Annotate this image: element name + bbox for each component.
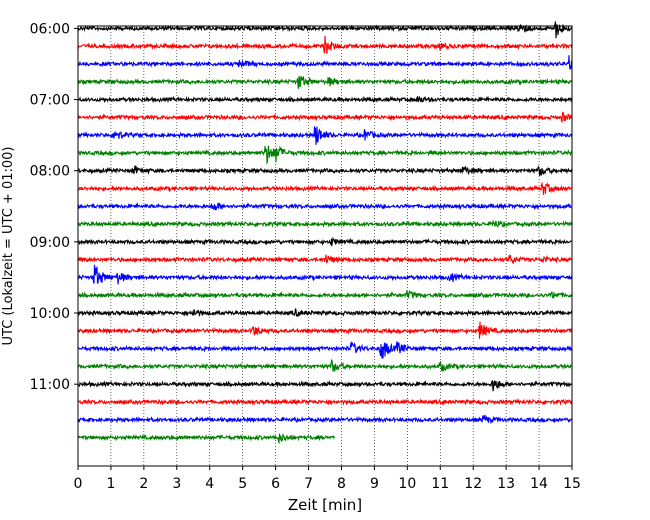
trace-line	[77, 145, 573, 165]
x-tick-label: 5	[238, 476, 247, 492]
trace-line	[77, 55, 573, 70]
x-tick-label: 15	[563, 476, 581, 492]
x-tick-label: 0	[74, 476, 83, 492]
x-tick-label: 2	[139, 476, 148, 492]
trace-line	[77, 165, 573, 176]
traces	[77, 21, 573, 445]
trace-line	[77, 75, 573, 89]
trace-line	[77, 379, 573, 392]
x-tick-label: 7	[304, 476, 313, 492]
x-tick-label: 8	[337, 476, 346, 492]
x-tick-label: 4	[205, 476, 214, 492]
trace-line	[77, 321, 573, 339]
trace-line	[77, 236, 573, 247]
trace-line	[77, 414, 573, 425]
trace-line	[77, 111, 573, 124]
y-tick-label: 11:00	[30, 377, 70, 393]
trace-line	[77, 433, 336, 445]
y-tick-label: 10:00	[30, 306, 70, 322]
y-tick-label: 06:00	[30, 21, 70, 37]
trace-line	[77, 254, 573, 265]
x-tick-label: 1	[106, 476, 115, 492]
y-tick-label: 07:00	[30, 93, 70, 109]
trace-line	[77, 181, 573, 195]
x-tick-label: 9	[370, 476, 379, 492]
trace-line	[77, 202, 573, 211]
y-tick-label: 08:00	[30, 164, 70, 180]
trace-line	[77, 35, 573, 54]
trace-line	[77, 290, 573, 300]
x-tick-label: 14	[530, 476, 548, 492]
trace-line	[77, 21, 573, 39]
trace-line	[77, 264, 573, 285]
x-tick-label: 6	[271, 476, 280, 492]
y-ticks: 06:00 07:00 08:00 09:00 10:00 11:00	[30, 21, 78, 393]
trace-line	[77, 95, 573, 104]
trace-line	[77, 340, 573, 359]
trace-line	[77, 398, 573, 406]
plot-frame	[77, 25, 573, 467]
trace-line	[77, 308, 573, 318]
trace-line	[77, 359, 573, 372]
trace-line	[77, 126, 573, 145]
y-axis-label: UTC (Lokalzeit = UTC + 01:00)	[1, 147, 16, 346]
x-tick-label: 12	[464, 476, 482, 492]
x-ticks: 0 1 2 3 4 5 6 7 8 9 10 11 12 13 14 15	[74, 466, 581, 492]
x-tick-label: 3	[172, 476, 181, 492]
grid-lines	[110, 26, 540, 466]
x-tick-label: 13	[497, 476, 515, 492]
x-tick-label: 10	[398, 476, 416, 492]
trace-line	[77, 220, 573, 229]
x-axis-label: Zeit [min]	[288, 496, 362, 514]
x-tick-label: 11	[431, 476, 449, 492]
y-tick-label: 09:00	[30, 235, 70, 251]
